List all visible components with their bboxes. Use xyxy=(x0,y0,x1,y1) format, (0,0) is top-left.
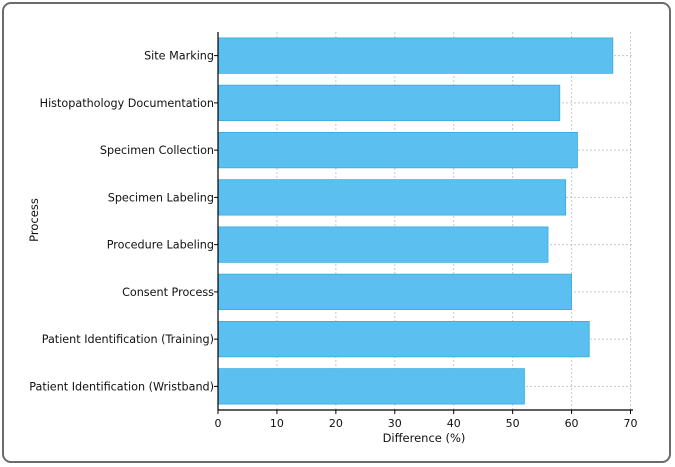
bar xyxy=(217,273,572,310)
category-labels: Site Marking Histopathology Documentation… xyxy=(29,50,218,393)
category-label: Specimen Labeling xyxy=(108,191,214,204)
category-label: Site Marking xyxy=(144,50,214,63)
category-label: Consent Process xyxy=(122,286,214,299)
bar xyxy=(217,179,567,216)
bars xyxy=(217,37,614,405)
axes xyxy=(217,32,633,411)
y-axis-title: Process xyxy=(27,198,41,242)
x-tick-label: 60 xyxy=(565,417,579,430)
bar xyxy=(217,368,525,405)
bar xyxy=(217,84,561,121)
category-label: Patient Identification (Wristband) xyxy=(29,380,214,393)
x-ticks: 0 10 20 30 40 50 60 70 xyxy=(215,410,638,430)
category-label: Procedure Labeling xyxy=(107,239,214,252)
bar xyxy=(217,132,578,169)
bar xyxy=(217,37,614,74)
x-tick-label: 0 xyxy=(215,417,222,430)
category-label: Specimen Collection xyxy=(100,144,214,157)
x-tick-label: 70 xyxy=(624,417,638,430)
x-tick-label: 30 xyxy=(388,417,402,430)
category-label: Patient Identification (Training) xyxy=(42,333,214,346)
x-tick-label: 40 xyxy=(447,417,461,430)
x-axis-title: Difference (%) xyxy=(383,431,466,445)
x-tick-label: 20 xyxy=(329,417,343,430)
category-label: Histopathology Documentation xyxy=(40,97,214,110)
bar xyxy=(217,226,549,263)
x-tick-label: 50 xyxy=(506,417,520,430)
x-tick-label: 10 xyxy=(270,417,284,430)
bar xyxy=(217,321,590,358)
